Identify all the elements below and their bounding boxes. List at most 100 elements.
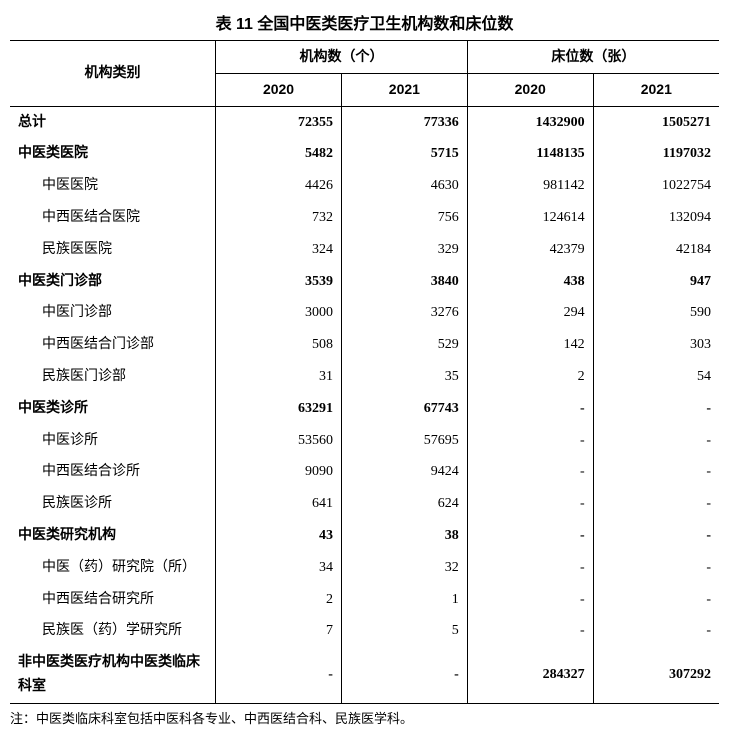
cell-value: 3840 — [341, 266, 467, 298]
table-row: 非中医类医疗机构中医类临床科室--284327307292 — [10, 647, 719, 703]
cell-value: 4630 — [341, 170, 467, 202]
cell-value: - — [467, 393, 593, 425]
cell-value: 3276 — [341, 297, 467, 329]
footnote: 注：中医类临床科室包括中医科各专业、中西医结合科、民族医学科。 — [10, 708, 719, 727]
cell-value: - — [593, 488, 719, 520]
row-label: 民族医医院 — [10, 234, 216, 266]
header-year-2020-b: 2020 — [467, 73, 593, 106]
cell-value: 54 — [593, 361, 719, 393]
cell-value: - — [467, 488, 593, 520]
cell-value: 4426 — [216, 170, 342, 202]
cell-value: 641 — [216, 488, 342, 520]
cell-value: 42184 — [593, 234, 719, 266]
cell-value: 1505271 — [593, 106, 719, 138]
row-label: 民族医门诊部 — [10, 361, 216, 393]
cell-value: 294 — [467, 297, 593, 329]
row-label: 中医诊所 — [10, 425, 216, 457]
cell-value: - — [467, 615, 593, 647]
header-group1: 机构数（个） — [216, 41, 468, 74]
table-row: 中医类医院5482571511481351197032 — [10, 138, 719, 170]
cell-value: 132094 — [593, 202, 719, 234]
cell-value: - — [593, 520, 719, 552]
cell-value: 329 — [341, 234, 467, 266]
table-row: 中西医结合研究所21-- — [10, 584, 719, 616]
row-label: 中医（药）研究院（所） — [10, 552, 216, 584]
table-row: 总计723557733614329001505271 — [10, 106, 719, 138]
cell-value: 732 — [216, 202, 342, 234]
table-header: 机构类别 机构数（个） 床位数（张） 2020 2021 2020 2021 — [10, 41, 719, 107]
table-row: 民族医诊所641624-- — [10, 488, 719, 520]
cell-value: 1197032 — [593, 138, 719, 170]
header-group2: 床位数（张） — [467, 41, 719, 74]
cell-value: 43 — [216, 520, 342, 552]
row-label: 中医类门诊部 — [10, 266, 216, 298]
table-row: 中医诊所5356057695-- — [10, 425, 719, 457]
header-year-2020-a: 2020 — [216, 73, 342, 106]
table-row: 中西医结合医院732756124614132094 — [10, 202, 719, 234]
row-label: 中西医结合门诊部 — [10, 329, 216, 361]
cell-value: - — [593, 425, 719, 457]
cell-value: 57695 — [341, 425, 467, 457]
cell-value: 53560 — [216, 425, 342, 457]
table-row: 中西医结合诊所90909424-- — [10, 456, 719, 488]
cell-value: 5482 — [216, 138, 342, 170]
row-label: 中医类研究机构 — [10, 520, 216, 552]
cell-value: 35 — [341, 361, 467, 393]
row-label: 中医门诊部 — [10, 297, 216, 329]
cell-value: 9090 — [216, 456, 342, 488]
cell-value: 438 — [467, 266, 593, 298]
cell-value: 77336 — [341, 106, 467, 138]
cell-value: 5715 — [341, 138, 467, 170]
table-title: 表 11 全国中医类医疗卫生机构数和床位数 — [10, 10, 719, 34]
row-label: 中西医结合研究所 — [10, 584, 216, 616]
cell-value: 981142 — [467, 170, 593, 202]
row-label: 总计 — [10, 106, 216, 138]
table-row: 中医医院442646309811421022754 — [10, 170, 719, 202]
cell-value: 590 — [593, 297, 719, 329]
cell-value: 38 — [341, 520, 467, 552]
cell-value: - — [593, 393, 719, 425]
cell-value: - — [593, 552, 719, 584]
cell-value: 1 — [341, 584, 467, 616]
row-label: 中医类诊所 — [10, 393, 216, 425]
cell-value: 5 — [341, 615, 467, 647]
cell-value: 142 — [467, 329, 593, 361]
cell-value: 2 — [216, 584, 342, 616]
cell-value: 324 — [216, 234, 342, 266]
cell-value: 756 — [341, 202, 467, 234]
row-label: 中医医院 — [10, 170, 216, 202]
cell-value: 9424 — [341, 456, 467, 488]
cell-value: 624 — [341, 488, 467, 520]
cell-value: 42379 — [467, 234, 593, 266]
table-row: 中医（药）研究院（所）3432-- — [10, 552, 719, 584]
cell-value: - — [593, 615, 719, 647]
table-row: 民族医（药）学研究所75-- — [10, 615, 719, 647]
cell-value: 1022754 — [593, 170, 719, 202]
cell-value: 307292 — [593, 647, 719, 703]
cell-value: 124614 — [467, 202, 593, 234]
cell-value: - — [467, 552, 593, 584]
row-label: 民族医诊所 — [10, 488, 216, 520]
header-year-2021-a: 2021 — [341, 73, 467, 106]
table-row: 民族医门诊部3135254 — [10, 361, 719, 393]
row-label: 中医类医院 — [10, 138, 216, 170]
cell-value: 947 — [593, 266, 719, 298]
cell-value: 3000 — [216, 297, 342, 329]
table-row: 中医类门诊部35393840438947 — [10, 266, 719, 298]
header-year-2021-b: 2021 — [593, 73, 719, 106]
cell-value: 1148135 — [467, 138, 593, 170]
cell-value: - — [216, 647, 342, 703]
table-row: 中医类研究机构4338-- — [10, 520, 719, 552]
header-category: 机构类别 — [10, 41, 216, 107]
cell-value: - — [467, 425, 593, 457]
cell-value: 32 — [341, 552, 467, 584]
table-body: 总计723557733614329001505271中医类医院548257151… — [10, 106, 719, 703]
cell-value: 1432900 — [467, 106, 593, 138]
row-label: 中西医结合医院 — [10, 202, 216, 234]
table-row: 民族医医院3243294237942184 — [10, 234, 719, 266]
row-label: 民族医（药）学研究所 — [10, 615, 216, 647]
cell-value: - — [593, 456, 719, 488]
cell-value: - — [467, 520, 593, 552]
table-row: 中医类诊所6329167743-- — [10, 393, 719, 425]
cell-value: 72355 — [216, 106, 342, 138]
